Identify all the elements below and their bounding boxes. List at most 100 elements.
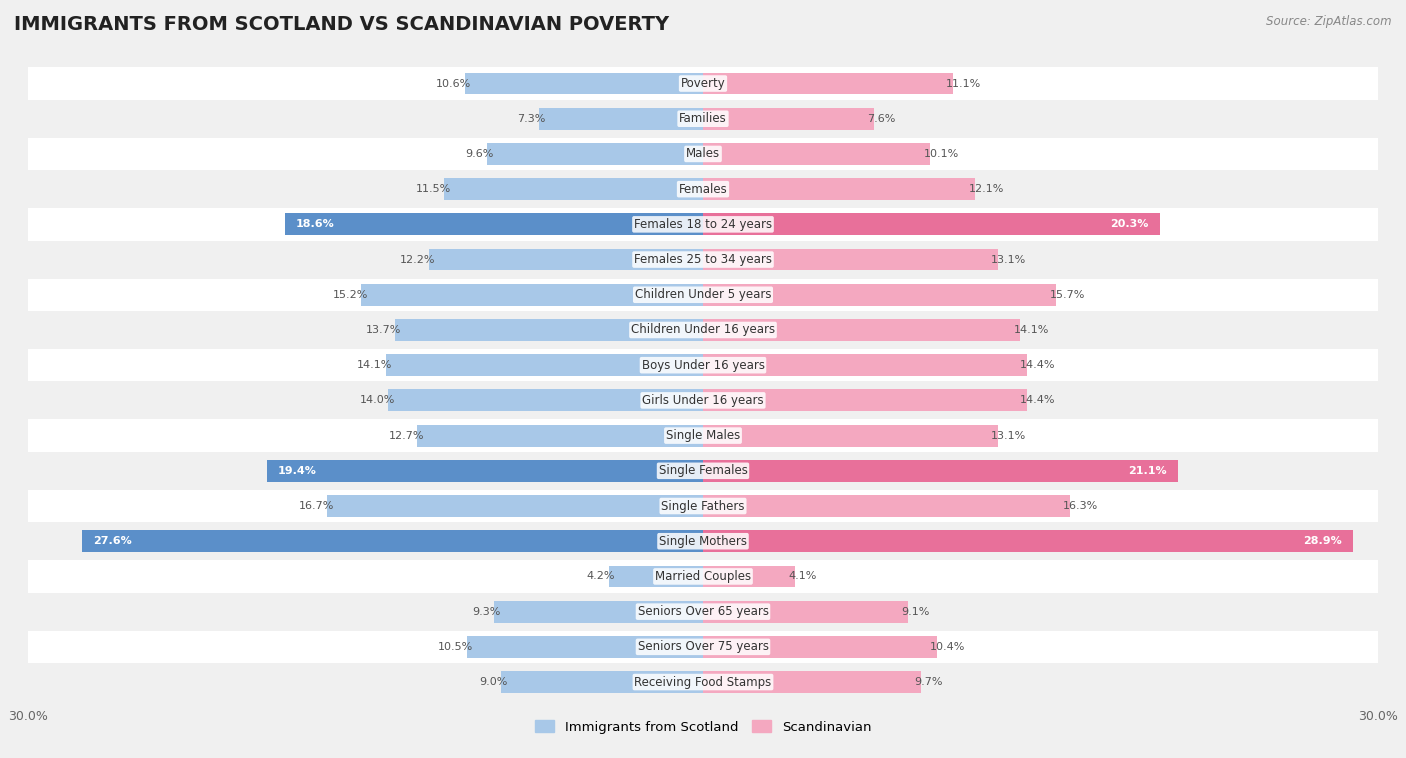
Text: 4.1%: 4.1%: [789, 572, 817, 581]
Bar: [703, 178, 976, 200]
Text: 11.1%: 11.1%: [946, 79, 981, 89]
Text: 9.6%: 9.6%: [465, 149, 494, 159]
Bar: [28, 419, 1378, 452]
Bar: [464, 73, 703, 95]
Bar: [494, 601, 703, 622]
Text: Receiving Food Stamps: Receiving Food Stamps: [634, 675, 772, 688]
Text: Girls Under 16 years: Girls Under 16 years: [643, 394, 763, 407]
Bar: [703, 565, 796, 587]
Text: 28.9%: 28.9%: [1303, 536, 1341, 547]
Bar: [28, 490, 1378, 522]
Text: 14.1%: 14.1%: [357, 360, 392, 370]
Bar: [703, 283, 1056, 305]
Bar: [28, 596, 1378, 628]
Bar: [609, 565, 703, 587]
Bar: [28, 314, 1378, 346]
Bar: [703, 249, 998, 271]
Text: Single Males: Single Males: [666, 429, 740, 442]
Text: Source: ZipAtlas.com: Source: ZipAtlas.com: [1267, 15, 1392, 28]
Bar: [28, 631, 1378, 663]
Legend: Immigrants from Scotland, Scandinavian: Immigrants from Scotland, Scandinavian: [534, 720, 872, 734]
Text: 12.1%: 12.1%: [969, 184, 1004, 194]
Bar: [703, 354, 1026, 376]
Bar: [538, 108, 703, 130]
Bar: [28, 384, 1378, 417]
Bar: [28, 138, 1378, 170]
Text: Families: Families: [679, 112, 727, 125]
Text: 16.3%: 16.3%: [1063, 501, 1098, 511]
Bar: [388, 390, 703, 412]
Text: 10.5%: 10.5%: [439, 642, 474, 652]
Text: 12.7%: 12.7%: [388, 431, 425, 440]
Text: Seniors Over 65 years: Seniors Over 65 years: [637, 605, 769, 618]
Bar: [429, 249, 703, 271]
Bar: [28, 67, 1378, 100]
Bar: [467, 636, 703, 658]
Bar: [444, 178, 703, 200]
Bar: [418, 424, 703, 446]
Text: 18.6%: 18.6%: [295, 219, 335, 230]
Bar: [28, 243, 1378, 276]
Text: Females: Females: [679, 183, 727, 196]
Bar: [395, 319, 703, 341]
Text: Single Females: Single Females: [658, 465, 748, 478]
Text: 9.3%: 9.3%: [472, 606, 501, 617]
Text: 7.3%: 7.3%: [517, 114, 546, 124]
Bar: [28, 102, 1378, 135]
Bar: [703, 390, 1026, 412]
Text: 4.2%: 4.2%: [586, 572, 616, 581]
Text: Children Under 16 years: Children Under 16 years: [631, 324, 775, 337]
Bar: [28, 666, 1378, 698]
Bar: [28, 455, 1378, 487]
Text: Males: Males: [686, 148, 720, 161]
Text: 14.4%: 14.4%: [1021, 396, 1056, 406]
Bar: [28, 208, 1378, 240]
Text: 9.1%: 9.1%: [901, 606, 929, 617]
Text: Children Under 5 years: Children Under 5 years: [634, 288, 772, 301]
Bar: [703, 143, 931, 164]
Text: 13.1%: 13.1%: [991, 255, 1026, 265]
Text: Poverty: Poverty: [681, 77, 725, 90]
Bar: [361, 283, 703, 305]
Bar: [703, 460, 1178, 482]
Bar: [703, 671, 921, 693]
Bar: [28, 173, 1378, 205]
Bar: [28, 279, 1378, 311]
Text: 14.0%: 14.0%: [360, 396, 395, 406]
Bar: [703, 73, 953, 95]
Text: 15.2%: 15.2%: [332, 290, 368, 299]
Bar: [28, 560, 1378, 593]
Bar: [284, 214, 703, 235]
Text: IMMIGRANTS FROM SCOTLAND VS SCANDINAVIAN POVERTY: IMMIGRANTS FROM SCOTLAND VS SCANDINAVIAN…: [14, 15, 669, 34]
Text: 15.7%: 15.7%: [1049, 290, 1085, 299]
Bar: [267, 460, 703, 482]
Text: Single Fathers: Single Fathers: [661, 500, 745, 512]
Bar: [703, 424, 998, 446]
Text: 9.7%: 9.7%: [914, 677, 943, 687]
Bar: [703, 636, 936, 658]
Text: 12.2%: 12.2%: [399, 255, 436, 265]
Bar: [703, 319, 1021, 341]
Bar: [703, 495, 1070, 517]
Bar: [28, 349, 1378, 381]
Text: 27.6%: 27.6%: [93, 536, 132, 547]
Bar: [501, 671, 703, 693]
Text: 10.4%: 10.4%: [931, 642, 966, 652]
Bar: [703, 531, 1353, 552]
Text: 16.7%: 16.7%: [298, 501, 335, 511]
Text: 11.5%: 11.5%: [416, 184, 451, 194]
Text: 21.1%: 21.1%: [1128, 466, 1167, 476]
Text: Females 25 to 34 years: Females 25 to 34 years: [634, 253, 772, 266]
Text: 20.3%: 20.3%: [1111, 219, 1149, 230]
Text: 14.1%: 14.1%: [1014, 325, 1049, 335]
Bar: [703, 214, 1160, 235]
Bar: [385, 354, 703, 376]
Text: 10.6%: 10.6%: [436, 79, 471, 89]
Text: 7.6%: 7.6%: [868, 114, 896, 124]
Text: 14.4%: 14.4%: [1021, 360, 1056, 370]
Text: 19.4%: 19.4%: [278, 466, 316, 476]
Text: Seniors Over 75 years: Seniors Over 75 years: [637, 641, 769, 653]
Text: Boys Under 16 years: Boys Under 16 years: [641, 359, 765, 371]
Bar: [486, 143, 703, 164]
Bar: [703, 601, 908, 622]
